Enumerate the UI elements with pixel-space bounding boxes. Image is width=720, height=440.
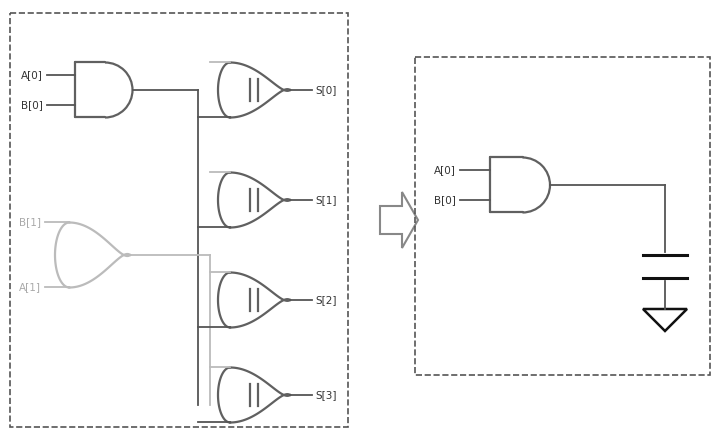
Bar: [415, 57, 710, 375]
Text: B[0]: B[0]: [21, 100, 43, 110]
Text: S[0]: S[0]: [315, 85, 336, 95]
Text: A[1]: A[1]: [19, 282, 41, 293]
Text: A[0]: A[0]: [434, 165, 456, 175]
Text: B[1]: B[1]: [19, 217, 41, 227]
Bar: [10, 13, 348, 427]
Text: A[0]: A[0]: [21, 70, 43, 80]
Text: B[0]: B[0]: [434, 195, 456, 205]
Text: S[1]: S[1]: [315, 195, 336, 205]
Text: S[3]: S[3]: [315, 390, 336, 400]
Text: S[2]: S[2]: [315, 295, 336, 305]
